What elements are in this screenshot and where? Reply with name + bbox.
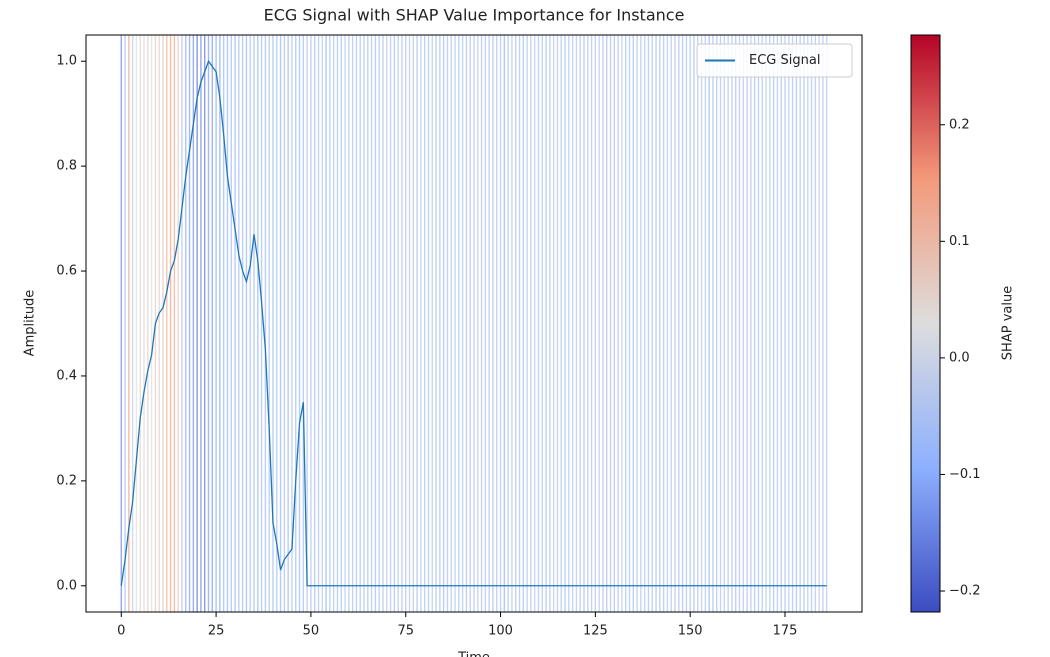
- x-tick-label: 175: [773, 624, 798, 639]
- x-axis-label: Time: [457, 651, 490, 657]
- y-tick-label: 0.0: [56, 578, 77, 593]
- colorbar-tick-label: 0.0: [949, 350, 970, 365]
- y-tick-label: 0.4: [56, 368, 77, 383]
- plot-frame: [85, 34, 863, 613]
- colorbar-tick-label: −0.1: [949, 467, 981, 482]
- series-line: [120, 59, 827, 587]
- chart-title: ECG Signal with SHAP Value Importance fo…: [264, 6, 685, 25]
- y-tick-label: 0.2: [56, 473, 77, 488]
- colorbar: [910, 34, 941, 613]
- x-tick-label: 125: [583, 624, 608, 639]
- y-tick-label: 0.8: [56, 159, 77, 174]
- colorbar-tick-label: −0.2: [949, 584, 981, 599]
- legend-box: [696, 43, 853, 78]
- x-tick-label: 75: [397, 624, 414, 639]
- y-tick-label: 0.6: [56, 264, 77, 279]
- colorbar-tick-label: 0.2: [949, 117, 970, 132]
- y-axis-label: Amplitude: [23, 290, 38, 357]
- x-tick-label: 25: [208, 624, 225, 639]
- x-tick-label: 50: [303, 624, 320, 639]
- colorbar-tick-label: 0.1: [949, 234, 970, 249]
- x-tick-label: 150: [678, 624, 703, 639]
- colorbar-label: SHAP value: [1001, 286, 1016, 360]
- legend-label: ECG Signal: [749, 53, 820, 68]
- x-tick-label: 100: [488, 624, 513, 639]
- x-tick-label: 0: [117, 624, 125, 639]
- y-tick-label: 1.0: [56, 54, 77, 69]
